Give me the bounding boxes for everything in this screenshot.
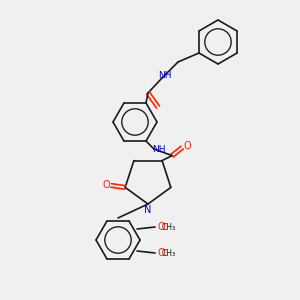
Text: CH₃: CH₃ (162, 223, 176, 232)
Text: O: O (157, 222, 165, 232)
Text: O: O (183, 141, 191, 151)
Text: CH₃: CH₃ (162, 248, 176, 257)
Text: NH: NH (152, 145, 166, 154)
Text: O: O (157, 248, 165, 258)
Text: N: N (144, 205, 152, 215)
Text: O: O (102, 180, 110, 190)
Text: NH: NH (158, 70, 172, 80)
